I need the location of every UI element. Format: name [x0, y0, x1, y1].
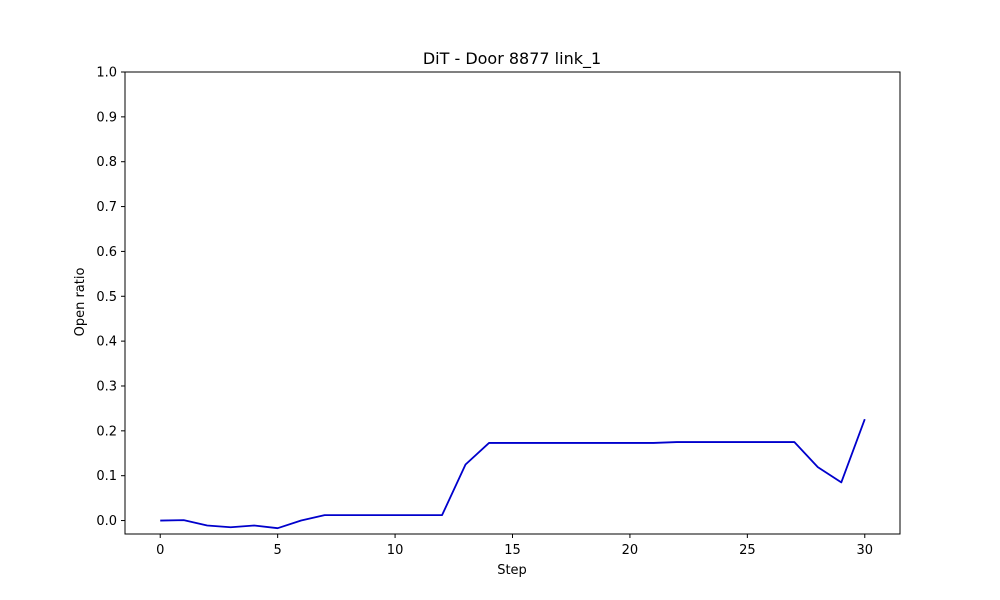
x-tick-label: 10 — [387, 543, 404, 558]
y-tick-label: 0.2 — [96, 424, 117, 439]
x-tick-label: 15 — [504, 543, 521, 558]
y-tick-label: 0.0 — [96, 514, 117, 529]
plot-frame — [124, 71, 901, 535]
chart-title: DiT - Door 8877 link_1 — [423, 49, 601, 69]
y-tick-label: 0.4 — [96, 335, 117, 350]
x-tick-label: 25 — [739, 543, 756, 558]
x-axis-label: Step — [497, 563, 527, 578]
y-tick-label: 1.0 — [96, 66, 117, 81]
y-tick-label: 0.9 — [96, 110, 117, 125]
y-tick-label: 0.8 — [96, 155, 117, 170]
x-tick-label: 0 — [156, 543, 164, 558]
series-line — [160, 418, 866, 530]
y-tick-label: 0.6 — [96, 245, 117, 260]
y-axis-label: Open ratio — [73, 268, 88, 337]
y-tick-label: 0.3 — [96, 379, 117, 394]
x-tick-label: 20 — [622, 543, 639, 558]
plot-area: 0 5 10 15 20 25 30 0.0 0.1 0.2 0.3 0.4 0.5 0.6 0.7 0.8 0… — [96, 66, 901, 558]
y-tick-label: 0.5 — [96, 290, 117, 305]
x-tick-label: 30 — [856, 543, 873, 558]
y-tick-label: 0.1 — [96, 469, 117, 484]
y-tick-label: 0.7 — [96, 200, 117, 215]
x-tick-label: 5 — [274, 543, 282, 558]
